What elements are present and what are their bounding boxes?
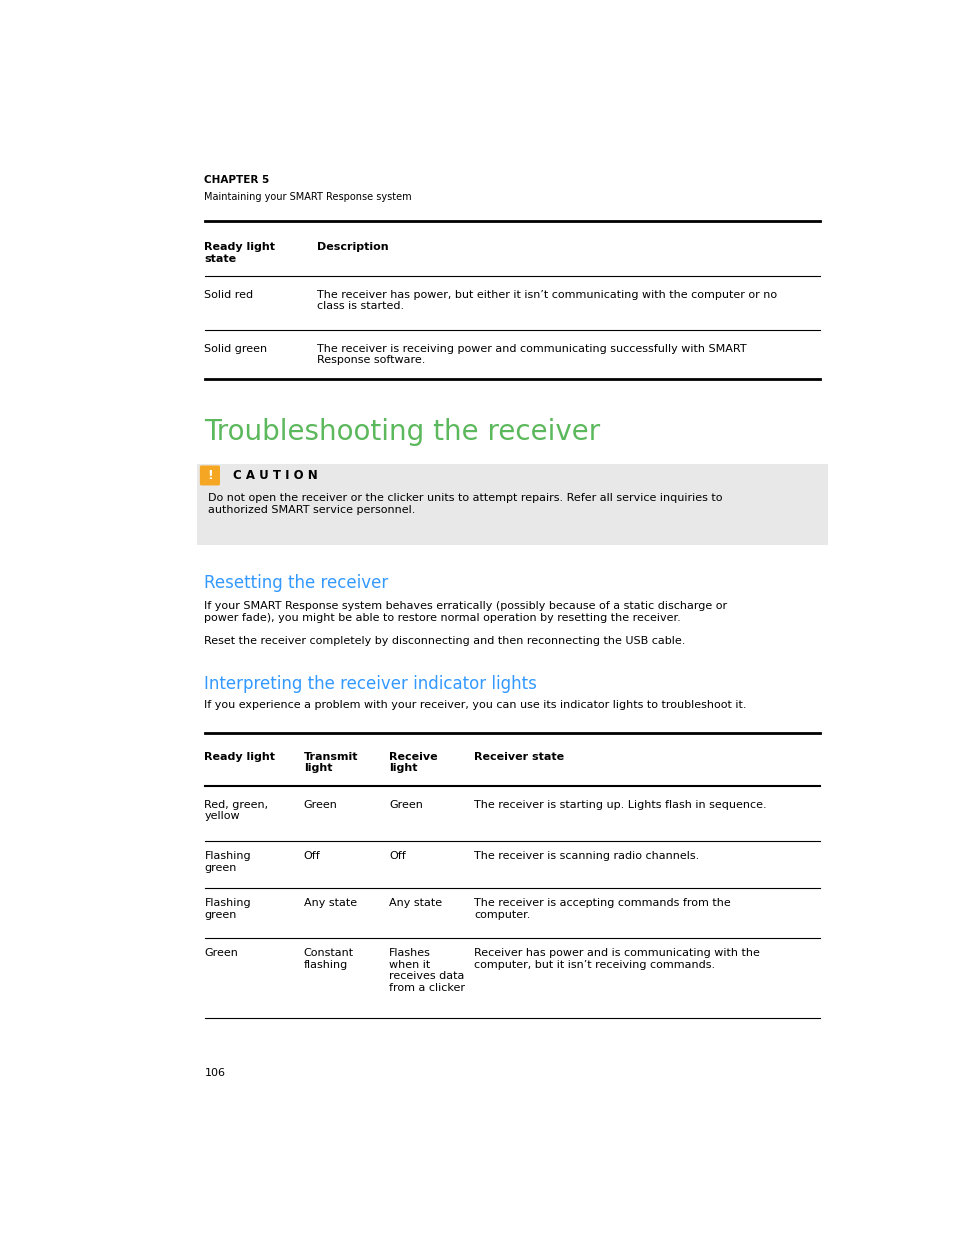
Text: Ready light
state: Ready light state bbox=[204, 242, 275, 264]
Text: The receiver is receiving power and communicating successfully with SMART
Respon: The receiver is receiving power and comm… bbox=[316, 343, 745, 366]
Text: Constant
flashing: Constant flashing bbox=[303, 948, 354, 969]
Text: Troubleshooting the receiver: Troubleshooting the receiver bbox=[204, 417, 600, 446]
Text: Receiver has power and is communicating with the
computer, but it isn’t receivin: Receiver has power and is communicating … bbox=[474, 948, 760, 969]
Text: Receiver state: Receiver state bbox=[474, 752, 564, 762]
Text: Flashing
green: Flashing green bbox=[204, 898, 251, 920]
Text: Transmit
light: Transmit light bbox=[303, 752, 357, 773]
Text: Solid red: Solid red bbox=[204, 290, 253, 300]
Text: The receiver has power, but either it isn’t communicating with the computer or n: The receiver has power, but either it is… bbox=[316, 290, 776, 311]
Text: Reset the receiver completely by disconnecting and then reconnecting the USB cab: Reset the receiver completely by disconn… bbox=[204, 636, 685, 646]
Text: If your SMART Response system behaves erratically (possibly because of a static : If your SMART Response system behaves er… bbox=[204, 601, 727, 622]
Text: C A U T I O N: C A U T I O N bbox=[233, 469, 317, 482]
Text: The receiver is scanning radio channels.: The receiver is scanning radio channels. bbox=[474, 851, 699, 861]
Text: Any state: Any state bbox=[303, 898, 356, 908]
Text: Receive
light: Receive light bbox=[389, 752, 437, 773]
Text: The receiver is starting up. Lights flash in sequence.: The receiver is starting up. Lights flas… bbox=[474, 799, 766, 810]
Text: The receiver is accepting commands from the
computer.: The receiver is accepting commands from … bbox=[474, 898, 730, 920]
Text: Flashes
when it
receives data
from a clicker: Flashes when it receives data from a cli… bbox=[389, 948, 464, 993]
Text: 106: 106 bbox=[204, 1067, 225, 1078]
Text: !: ! bbox=[207, 469, 213, 482]
Text: CHAPTER 5: CHAPTER 5 bbox=[204, 175, 270, 185]
Text: Green: Green bbox=[204, 948, 238, 958]
Text: Solid green: Solid green bbox=[204, 343, 268, 353]
Text: Do not open the receiver or the clicker units to attempt repairs. Refer all serv: Do not open the receiver or the clicker … bbox=[208, 493, 722, 515]
Text: Red, green,
yellow: Red, green, yellow bbox=[204, 799, 269, 821]
Text: Ready light: Ready light bbox=[204, 752, 275, 762]
Text: Resetting the receiver: Resetting the receiver bbox=[204, 574, 388, 592]
Text: Description: Description bbox=[316, 242, 388, 252]
Text: Flashing
green: Flashing green bbox=[204, 851, 251, 873]
FancyBboxPatch shape bbox=[196, 464, 827, 545]
Text: Green: Green bbox=[303, 799, 337, 810]
FancyBboxPatch shape bbox=[199, 466, 220, 485]
Text: Off: Off bbox=[303, 851, 320, 861]
Text: Green: Green bbox=[389, 799, 422, 810]
Text: If you experience a problem with your receiver, you can use its indicator lights: If you experience a problem with your re… bbox=[204, 700, 746, 710]
Text: Any state: Any state bbox=[389, 898, 441, 908]
Text: Off: Off bbox=[389, 851, 405, 861]
Text: Interpreting the receiver indicator lights: Interpreting the receiver indicator ligh… bbox=[204, 674, 537, 693]
Text: Maintaining your SMART Response system: Maintaining your SMART Response system bbox=[204, 193, 412, 203]
